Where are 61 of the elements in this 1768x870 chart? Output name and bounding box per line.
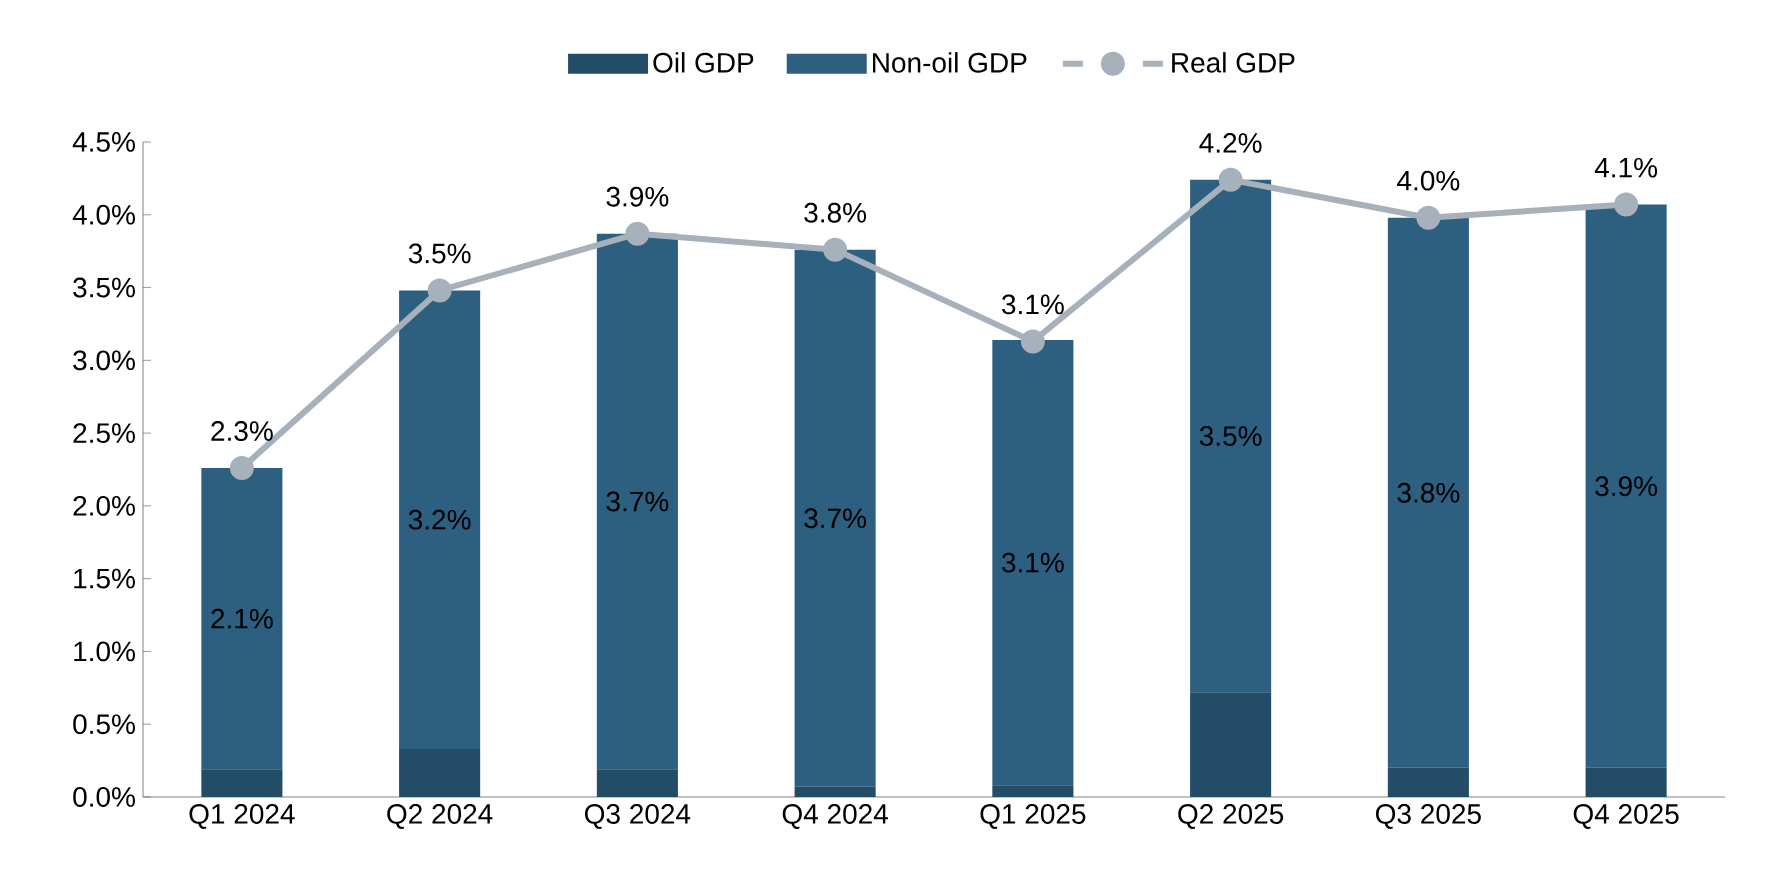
bar [992,339,1074,786]
y-tick-label: 4.0% [72,204,135,225]
legend-label: Non-oil GDP [873,52,1027,73]
x-tick-label: Q1 2024 [189,804,295,829]
x-tick-label: Q4 2025 [1573,804,1679,829]
bar [1190,692,1272,797]
bar [1387,767,1469,797]
bar [992,785,1074,797]
y-tick-label: 1.0% [74,641,135,662]
bar [596,233,678,770]
x-tick-label: Q1 2025 [980,804,1086,829]
bar [1387,217,1469,768]
data-label: 4.1% [1594,157,1658,178]
data-label: 3.9% [1595,476,1658,497]
data-label: 3.5% [1199,426,1262,446]
bar [794,249,876,787]
data-label: 3.7% [606,491,669,512]
data-label: 4.2% [1199,133,1262,153]
data-label: 4.0% [1397,170,1460,191]
y-tick-label: 2.5% [73,423,135,444]
x-tick-label: Q4 2024 [782,804,888,829]
x-tick-label: Q3 2024 [584,804,691,829]
x-tick-label: Q3 2025 [1375,804,1481,829]
y-tick-label: 0.5% [73,714,135,735]
point [427,278,452,303]
data-label: 3.9% [606,186,669,207]
bar [399,290,481,749]
data-label: 3.8% [1397,482,1460,503]
data-label: 3.1% [1002,552,1064,573]
y-tick-label: 0.0% [73,787,135,807]
legend-label: Oil GDP [653,52,754,73]
y-tick-label: 1.5% [74,568,135,589]
bar [1585,204,1667,768]
bar [794,786,876,797]
point [1020,329,1045,354]
data-label: 2.1% [211,608,273,629]
bar [596,769,678,797]
y-tick-label: 4.5% [72,132,135,152]
data-label: 3.7% [804,508,867,529]
legend-label: Real GDP [1172,52,1295,73]
bar [201,468,283,770]
data-label: 2.3% [211,421,273,441]
y-tick-label: 2.0% [73,495,135,516]
bar [1190,179,1272,693]
y-tick-label: 3.5% [73,277,135,298]
x-tick-label: Q2 2024 [387,804,493,829]
point [625,221,650,246]
bar [201,769,283,797]
point [1218,167,1243,192]
x-tick-label: Q2 2025 [1178,804,1284,829]
data-label: 3.2% [408,509,471,530]
bar [1585,767,1667,797]
point [229,456,254,481]
point [1416,205,1441,230]
data-label: 3.8% [804,202,867,223]
data-label: 3.1% [1002,294,1064,315]
y-tick-label: 3.0% [73,350,135,371]
data-label: 3.5% [408,243,471,264]
point [823,237,848,262]
bar [399,748,481,797]
point [1614,192,1639,217]
